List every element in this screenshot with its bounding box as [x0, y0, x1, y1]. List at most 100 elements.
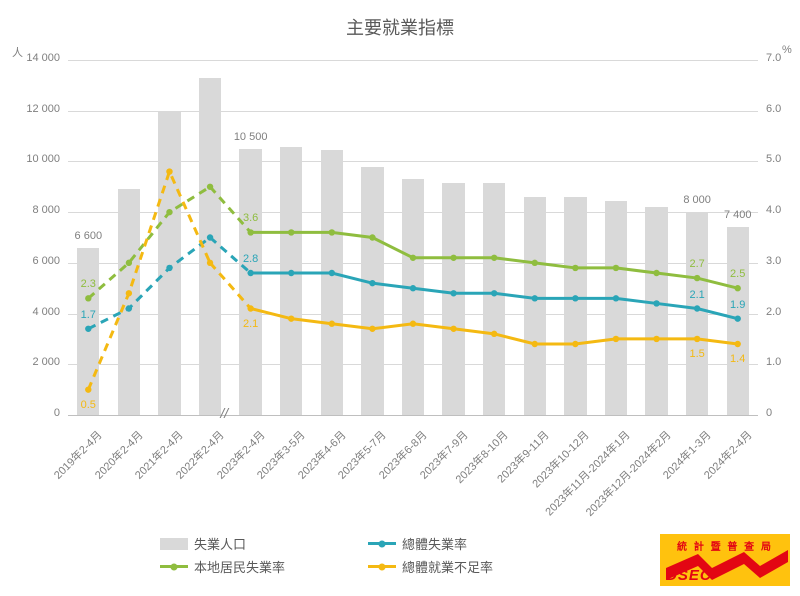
series-marker: [85, 326, 91, 332]
series-marker: [491, 331, 497, 337]
y-right-tick: 6.0: [766, 103, 781, 115]
y-right-label: %: [782, 44, 792, 56]
series-marker: [572, 341, 578, 347]
series-marker: [288, 270, 294, 276]
series-marker: [694, 275, 700, 281]
series-marker: [735, 315, 741, 321]
series-label: 2.1: [681, 289, 713, 301]
series-marker: [410, 255, 416, 261]
legend-bars: 失業人口: [160, 534, 350, 553]
series-marker: [613, 295, 619, 301]
series-marker: [735, 285, 741, 291]
series-marker: [410, 321, 416, 327]
logo-top-text: 統 計 暨 普 查 局: [660, 538, 790, 553]
series-marker: [288, 229, 294, 235]
series-label: 1.7: [72, 309, 104, 321]
line-layer: [68, 60, 758, 415]
series-marker: [288, 315, 294, 321]
baseline: [68, 415, 758, 416]
series-label: 1.4: [722, 353, 754, 365]
series-marker: [491, 290, 497, 296]
legend-swatch: [368, 542, 396, 545]
series-marker: [166, 168, 172, 174]
series-marker: [247, 305, 253, 311]
series-marker: [450, 326, 456, 332]
logo-bot-text: DSEC: [666, 567, 712, 584]
series-line: [88, 172, 210, 390]
legend-line-overall: 總體失業率: [368, 534, 558, 553]
plot-area: 02 0004 0006 0008 00010 00012 00014 0000…: [68, 60, 758, 415]
series-marker: [532, 341, 538, 347]
y-right-tick: 3.0: [766, 255, 781, 267]
y-left-tick: 2 000: [4, 356, 60, 368]
series-marker: [126, 260, 132, 266]
series-marker: [572, 295, 578, 301]
series-label: 0.5: [72, 399, 104, 411]
legend-line-local: 本地居民失業率: [160, 557, 350, 576]
y-left-tick: 0: [4, 407, 60, 419]
series-marker: [166, 209, 172, 215]
legend-swatch: [160, 565, 188, 568]
series-marker: [532, 260, 538, 266]
series-marker: [329, 270, 335, 276]
legend-label: 總體就業不足率: [402, 557, 493, 576]
legend-swatch: [368, 565, 396, 568]
y-left-tick: 4 000: [4, 306, 60, 318]
series-marker: [369, 280, 375, 286]
legend: 失業人口 總體失業率本地居民失業率 總體就業不足率: [160, 534, 580, 576]
series-marker: [735, 341, 741, 347]
series-marker: [329, 229, 335, 235]
series-label: 1.5: [681, 348, 713, 360]
chart-title: 主要就業指標: [0, 0, 800, 40]
series-marker: [207, 234, 213, 240]
y-left-tick: 6 000: [4, 255, 60, 267]
y-right-tick: 4.0: [766, 204, 781, 216]
series-line: [251, 309, 738, 345]
series-label: 2.3: [72, 278, 104, 290]
series-marker: [694, 305, 700, 311]
series-line: [88, 238, 210, 329]
dsec-logo: 統 計 暨 普 查 局 DSEC: [660, 534, 790, 586]
series-marker: [126, 305, 132, 311]
series-marker: [410, 285, 416, 291]
legend-label: 失業人口: [194, 534, 246, 553]
series-marker: [85, 386, 91, 392]
y-right-tick: 2.0: [766, 306, 781, 318]
series-marker: [247, 270, 253, 276]
y-left-tick: 10 000: [4, 153, 60, 165]
series-label: 2.8: [235, 253, 267, 265]
series-marker: [247, 229, 253, 235]
y-left-tick: 12 000: [4, 103, 60, 115]
y-left-label: 人: [12, 44, 23, 60]
series-marker: [207, 260, 213, 266]
legend-swatch: [160, 538, 188, 550]
legend-line-underemp: 總體就業不足率: [368, 557, 558, 576]
series-marker: [653, 270, 659, 276]
series-label: 3.6: [235, 212, 267, 224]
series-line: [88, 187, 210, 299]
y-left-tick: 8 000: [4, 204, 60, 216]
series-label: 1.9: [722, 299, 754, 311]
series-marker: [166, 265, 172, 271]
y-right-tick: 1.0: [766, 356, 781, 368]
y-right-tick: 7.0: [766, 52, 781, 64]
series-marker: [126, 290, 132, 296]
y-right-tick: 5.0: [766, 153, 781, 165]
series-marker: [613, 265, 619, 271]
legend-label: 本地居民失業率: [194, 557, 285, 576]
series-marker: [532, 295, 538, 301]
series-marker: [653, 336, 659, 342]
series-marker: [450, 255, 456, 261]
series-marker: [572, 265, 578, 271]
legend-label: 總體失業率: [402, 534, 467, 553]
series-marker: [369, 234, 375, 240]
series-marker: [450, 290, 456, 296]
series-label: 2.1: [235, 318, 267, 330]
series-marker: [694, 336, 700, 342]
series-marker: [369, 326, 375, 332]
series-marker: [613, 336, 619, 342]
y-right-tick: 0: [766, 407, 772, 419]
series-marker: [207, 184, 213, 190]
chart-container: 主要就業指標 02 0004 0006 0008 00010 00012 000…: [0, 0, 800, 596]
series-marker: [653, 300, 659, 306]
